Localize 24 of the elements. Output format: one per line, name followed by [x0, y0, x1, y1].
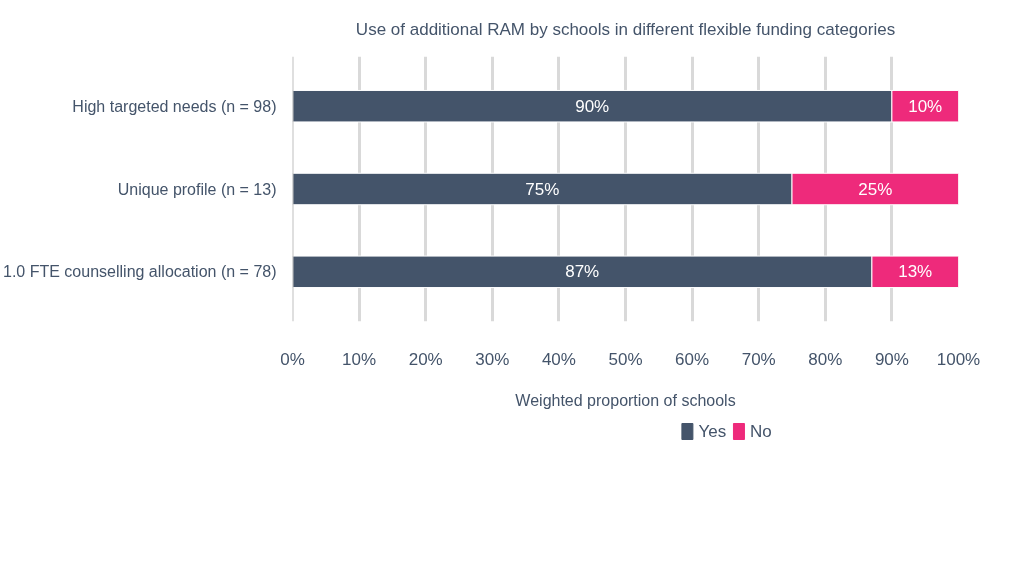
- y-tick-label: High targeted needs (n = 98): [72, 97, 277, 115]
- x-tick-label: 10%: [342, 349, 377, 369]
- x-tick-label: 60%: [675, 349, 710, 369]
- x-tick-label: 20%: [408, 349, 443, 369]
- legend-label: No: [749, 422, 772, 441]
- x-tick-label: 90%: [874, 349, 909, 369]
- legend-label: Yes: [698, 422, 727, 441]
- y-tick-label: Unique profile (n = 13): [117, 180, 277, 198]
- chart-title: Use of additional RAM by schools in different flexible funding categories: [355, 20, 896, 39]
- x-tick-label: 80%: [808, 349, 843, 369]
- y-tick-label: 1.0 FTE counselling allocation (n = 78): [3, 263, 277, 281]
- data-label: 87%: [565, 262, 600, 282]
- x-tick-label: 0%: [280, 349, 305, 369]
- data-label: 90%: [575, 96, 610, 116]
- x-axis-title: Weighted proportion of schools: [515, 391, 736, 409]
- x-tick-label: 40%: [541, 349, 576, 369]
- x-tick-label: 30%: [475, 349, 510, 369]
- x-tick-label: 50%: [608, 349, 643, 369]
- data-label: 25%: [858, 179, 893, 199]
- x-tick-label: 100%: [936, 349, 981, 369]
- data-label: 75%: [525, 179, 560, 199]
- x-tick-label: 70%: [741, 349, 776, 369]
- data-label: 10%: [908, 96, 943, 116]
- data-label: 13%: [898, 262, 933, 282]
